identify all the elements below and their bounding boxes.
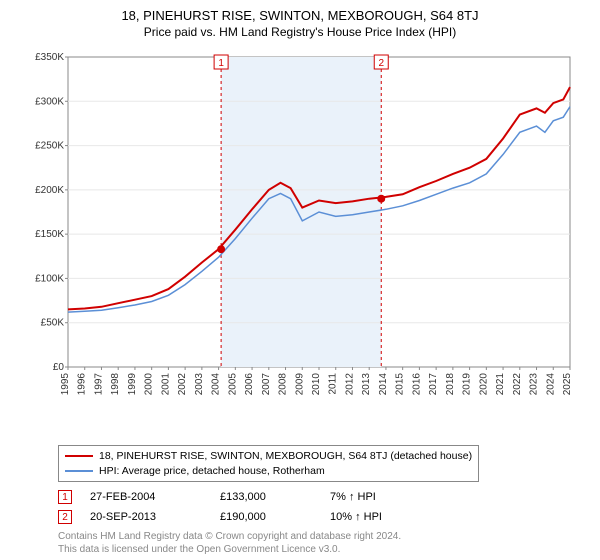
legend-label: HPI: Average price, detached house, Roth… — [99, 464, 325, 479]
x-tick-label: 2014 — [378, 373, 389, 396]
x-tick-label: 2025 — [562, 373, 573, 396]
transaction-row: 2 20-SEP-2013£190,00010% ↑ HPI — [58, 510, 590, 524]
x-tick-label: 2001 — [160, 373, 171, 396]
x-tick-label: 2010 — [311, 373, 322, 396]
x-tick-label: 2018 — [445, 373, 456, 396]
x-tick-label: 1997 — [93, 373, 104, 396]
transaction-row: 1 27-FEB-2004£133,0007% ↑ HPI — [58, 490, 590, 504]
x-tick-label: 2003 — [194, 373, 205, 396]
legend-label: 18, PINEHURST RISE, SWINTON, MEXBOROUGH,… — [99, 449, 472, 464]
x-tick-label: 1995 — [60, 373, 71, 396]
x-tick-label: 2016 — [411, 373, 422, 396]
x-tick-label: 2017 — [428, 373, 439, 396]
x-tick-label: 2019 — [462, 373, 473, 396]
legend-swatch — [65, 455, 93, 457]
line-chart: £0 £50K £100K £150K £200K £250K £300K £350K 1995… — [20, 47, 580, 407]
y-tick-label: £100K — [35, 273, 64, 284]
x-tick-label: 2021 — [495, 373, 506, 396]
x-tick-label: 1998 — [110, 373, 121, 396]
transactions-table: 1 27-FEB-2004£133,0007% ↑ HPI 2 20-SEP-2013… — [58, 490, 590, 524]
attribution: Contains HM Land Registry data © Crown c… — [58, 530, 590, 556]
transaction-price: £133,000 — [220, 491, 330, 503]
transaction-badge: 2 — [58, 510, 72, 524]
legend-row: HPI: Average price, detached house, Roth… — [65, 464, 472, 479]
transaction-date: 20-SEP-2013 — [90, 511, 220, 523]
x-tick-label: 2012 — [344, 373, 355, 396]
y-tick-label: £300K — [35, 96, 64, 107]
chart-area: £0 £50K £100K £150K £200K £250K £300K £350K 1995… — [20, 47, 580, 407]
x-tick-label: 1996 — [77, 373, 88, 396]
x-tick-label: 2006 — [244, 373, 255, 396]
x-tick-label: 2013 — [361, 373, 372, 396]
chart-title: 18, PINEHURST RISE, SWINTON, MEXBOROUGH,… — [10, 8, 590, 23]
x-tick-label: 2002 — [177, 373, 188, 396]
x-tick-label: 2024 — [545, 373, 556, 396]
transaction-date: 27-FEB-2004 — [90, 491, 220, 503]
x-tick-label: 2004 — [211, 373, 222, 396]
y-tick-label: £150K — [35, 229, 64, 240]
x-tick-label: 2022 — [512, 373, 523, 396]
transaction-badge: 1 — [58, 490, 72, 504]
x-tick-label: 2023 — [529, 373, 540, 396]
marker-badge: 1 — [218, 58, 224, 69]
legend-swatch — [65, 470, 93, 472]
marker-badge: 2 — [378, 58, 384, 69]
transaction-marker — [217, 245, 225, 253]
x-tick-label: 2008 — [278, 373, 289, 396]
transaction-pct: 10% ↑ HPI — [330, 511, 382, 523]
x-tick-label: 2007 — [261, 373, 272, 396]
y-tick-label: £200K — [35, 185, 64, 196]
transaction-price: £190,000 — [220, 511, 330, 523]
y-tick-label: £0 — [53, 362, 65, 373]
x-tick-label: 1999 — [127, 373, 138, 396]
chart-subtitle: Price paid vs. HM Land Registry's House … — [10, 25, 590, 39]
x-tick-label: 2009 — [294, 373, 305, 396]
y-tick-label: £350K — [35, 52, 64, 63]
x-tick-label: 2000 — [144, 373, 155, 396]
transaction-pct: 7% ↑ HPI — [330, 491, 376, 503]
legend-box: 18, PINEHURST RISE, SWINTON, MEXBOROUGH,… — [58, 445, 479, 482]
legend-row: 18, PINEHURST RISE, SWINTON, MEXBOROUGH,… — [65, 449, 472, 464]
x-tick-label: 2020 — [478, 373, 489, 396]
y-tick-label: £250K — [35, 141, 64, 152]
attribution-line2: This data is licensed under the Open Gov… — [58, 543, 590, 556]
attribution-line1: Contains HM Land Registry data © Crown c… — [58, 530, 590, 543]
x-tick-label: 2005 — [227, 373, 238, 396]
y-tick-label: £50K — [41, 318, 65, 329]
transaction-marker — [377, 195, 385, 203]
x-tick-label: 2015 — [395, 373, 406, 396]
x-tick-label: 2011 — [328, 373, 339, 395]
